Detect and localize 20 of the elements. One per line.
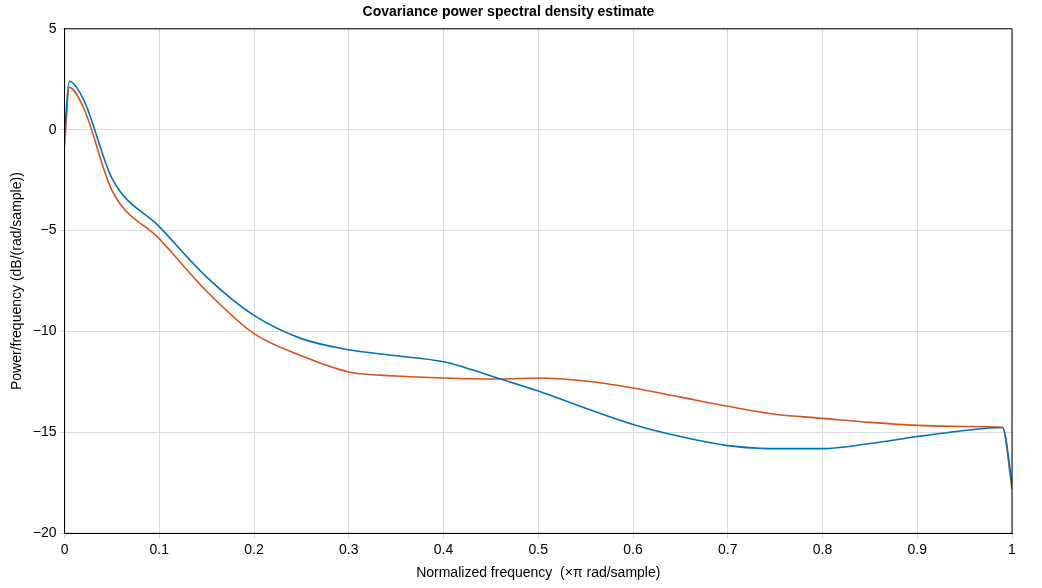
x-axis-title: Normalized frequency (×π rad/sample) bbox=[416, 564, 661, 581]
chart-title: Covariance power spectral density estimate bbox=[362, 3, 655, 20]
x-tick-label: 0.6 bbox=[623, 540, 643, 557]
x-tick-label: 0.8 bbox=[812, 540, 833, 557]
x-tick-label: 0.3 bbox=[339, 540, 359, 557]
y-tick-label: −5 bbox=[40, 221, 57, 238]
y-tick-label: −10 bbox=[32, 322, 57, 339]
x-tick-label: 0.7 bbox=[718, 540, 738, 557]
x-tick-label: 0.5 bbox=[528, 540, 549, 557]
x-tick-label: 0 bbox=[60, 540, 69, 557]
x-tick-label: 0.4 bbox=[433, 540, 454, 557]
x-tick-label: 0.9 bbox=[907, 540, 928, 557]
y-tick-label: 0 bbox=[48, 120, 57, 137]
x-tick-label: 1 bbox=[1008, 540, 1017, 557]
y-tick-label: 5 bbox=[48, 19, 57, 36]
y-axis-title: Power/frequency (dB/(rad/sample)) bbox=[8, 172, 25, 391]
x-tick-label: 0.2 bbox=[244, 540, 264, 557]
y-tick-label: −20 bbox=[32, 524, 57, 541]
y-tick-label: −15 bbox=[32, 423, 57, 440]
x-tick-label: 0.1 bbox=[149, 540, 170, 557]
